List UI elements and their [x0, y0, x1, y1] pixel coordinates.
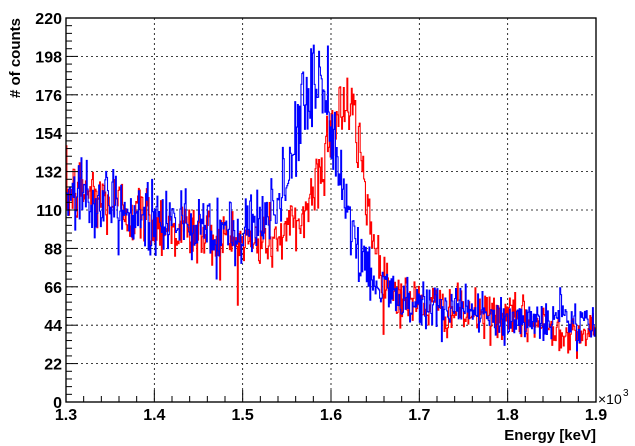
y-tick-label: 176: [35, 88, 62, 105]
x-tick-label: 1.6: [320, 407, 342, 424]
x-axis-label: Energy [keV]: [504, 427, 596, 444]
y-axis-ticks: 0 22 44 66 88 110 132 154 176 198 220: [35, 11, 78, 412]
x-multiplier-label: ×10: [598, 391, 622, 407]
x-tick-label: 1.4: [143, 407, 165, 424]
plot-border: [65, 17, 597, 403]
y-tick-label: 198: [35, 49, 62, 66]
x-multiplier-exponent: 3: [623, 388, 629, 399]
x-tick-label: 1.9: [585, 407, 607, 424]
blue-spectrum-line: [66, 44, 596, 352]
x-axis-ticks: 1.3 1.4 1.5 1.6 1.7 1.8 1.9: [55, 390, 607, 424]
y-tick-label: 154: [35, 126, 62, 143]
y-tick-label: 0: [53, 395, 62, 412]
x-tick-label: 1.7: [408, 407, 430, 424]
y-tick-label: 22: [44, 357, 62, 374]
y-tick-label: 132: [35, 165, 62, 182]
x-tick-label: 1.8: [497, 407, 519, 424]
y-tick-label: 88: [44, 241, 62, 258]
y-tick-label: 110: [36, 203, 62, 220]
y-tick-label: 66: [44, 280, 62, 297]
y-axis-label: # of counts: [7, 18, 24, 98]
series-layer: [66, 44, 596, 359]
x-tick-label: 1.3: [55, 407, 77, 424]
x-tick-label: 1.5: [232, 407, 254, 424]
y-tick-label: 220: [35, 11, 62, 28]
y-tick-label: 44: [44, 318, 62, 335]
